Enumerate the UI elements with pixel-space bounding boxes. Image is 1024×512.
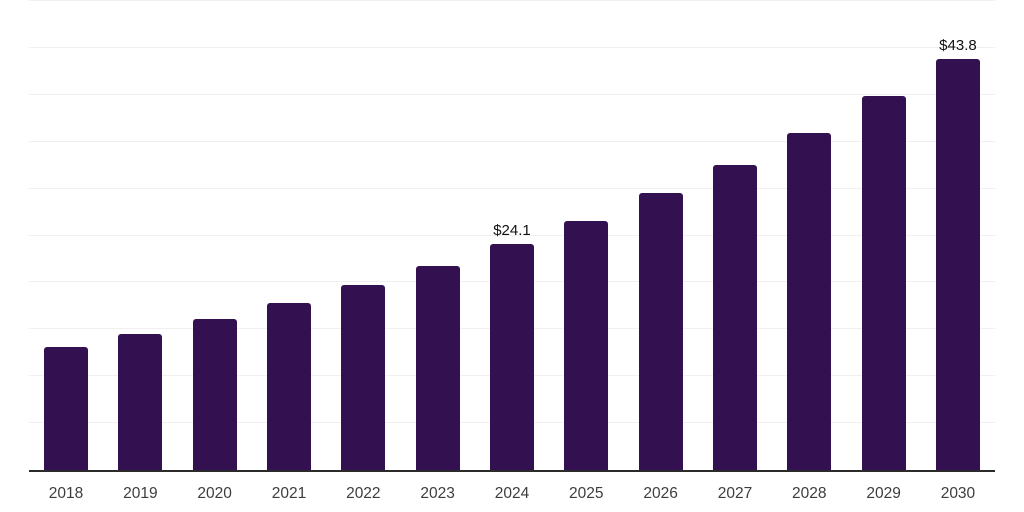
x-tick-label: 2019 (123, 485, 158, 502)
bar-column: 2020 (192, 1, 237, 502)
bar-2030: $43.8 (935, 37, 980, 470)
gridline (29, 93, 995, 95)
gridline (29, 0, 995, 1)
bar-2024: $24.1 (489, 222, 534, 470)
gridline (29, 46, 995, 48)
x-tick-label: 2025 (569, 485, 604, 502)
bar-column: 2018 (44, 1, 88, 502)
x-tick-label: 2030 (940, 485, 976, 502)
x-tick-label: 2022 (346, 485, 381, 502)
bar-2027 (712, 165, 757, 470)
gridline (29, 234, 995, 236)
bar-column: 2026 (638, 1, 683, 502)
bar-2028 (787, 133, 832, 470)
bar-2021 (266, 303, 311, 470)
bar-column: $43.8 2030 (935, 1, 980, 502)
bars: 2018 2019 2020 2021 2022 2023 $24.1 2024 2025 202… (29, 1, 995, 502)
bar-column: $24.1 2024 (489, 1, 534, 502)
bar-2023 (415, 265, 460, 470)
bar-column: 2028 (787, 1, 832, 502)
bar-column: 2027 (712, 1, 757, 502)
bar-2018 (44, 347, 88, 470)
x-tick-label: 2028 (792, 485, 827, 502)
x-tick-label: 2026 (643, 485, 678, 502)
x-tick-label: 2018 (48, 485, 84, 502)
gridline (29, 140, 995, 142)
x-tick-label: 2020 (197, 485, 232, 502)
bar-value-label: $24.1 (493, 221, 531, 239)
bar-2025 (564, 220, 609, 470)
bar-column: 2025 (564, 1, 609, 502)
x-tick-label: 2021 (271, 485, 307, 502)
bar-2020 (192, 318, 237, 470)
x-tick-label: 2023 (420, 485, 455, 502)
bar-column: 2021 (266, 1, 311, 502)
x-tick-label: 2027 (717, 485, 753, 502)
bar-column: 2022 (341, 1, 386, 502)
x-tick-label: 2024 (494, 485, 530, 502)
bar-column: 2023 (415, 1, 460, 502)
bar-2019 (118, 334, 163, 470)
bar-column: 2029 (861, 1, 906, 502)
bar-2026 (638, 193, 683, 470)
bar-2022 (341, 285, 386, 470)
x-tick-label: 2029 (866, 485, 901, 502)
bar-value-label: $43.8 (939, 37, 977, 55)
bar-column: 2019 (118, 1, 163, 502)
gridline (29, 187, 995, 189)
bar-2029 (861, 95, 906, 470)
plot-area: 2018 2019 2020 2021 2022 2023 $24.1 2024 2025 202… (29, 0, 995, 502)
